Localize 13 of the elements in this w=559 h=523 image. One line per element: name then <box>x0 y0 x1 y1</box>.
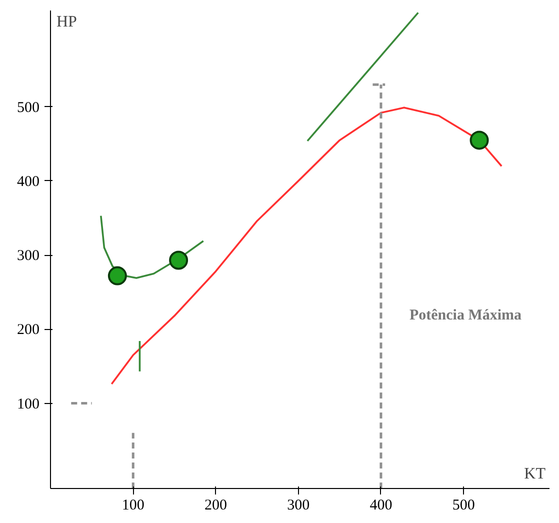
x-tick-label: 500 <box>452 498 475 514</box>
x-tick-label: 300 <box>287 498 310 514</box>
y-tick-label: 200 <box>17 322 40 338</box>
y-tick-label: 100 <box>17 396 40 412</box>
x-tick-label: 400 <box>370 498 392 514</box>
y-tick-label: 500 <box>17 100 40 116</box>
x-tick-label: 200 <box>204 498 227 514</box>
annotation: Potência Máxima <box>409 308 522 324</box>
y-axis-title: HP <box>56 14 78 30</box>
y-tick-label: 300 <box>17 248 40 264</box>
y-tick-label: 400 <box>17 174 40 190</box>
x-axis-title: KT <box>524 466 546 482</box>
x-tick-label: 100 <box>122 498 144 514</box>
